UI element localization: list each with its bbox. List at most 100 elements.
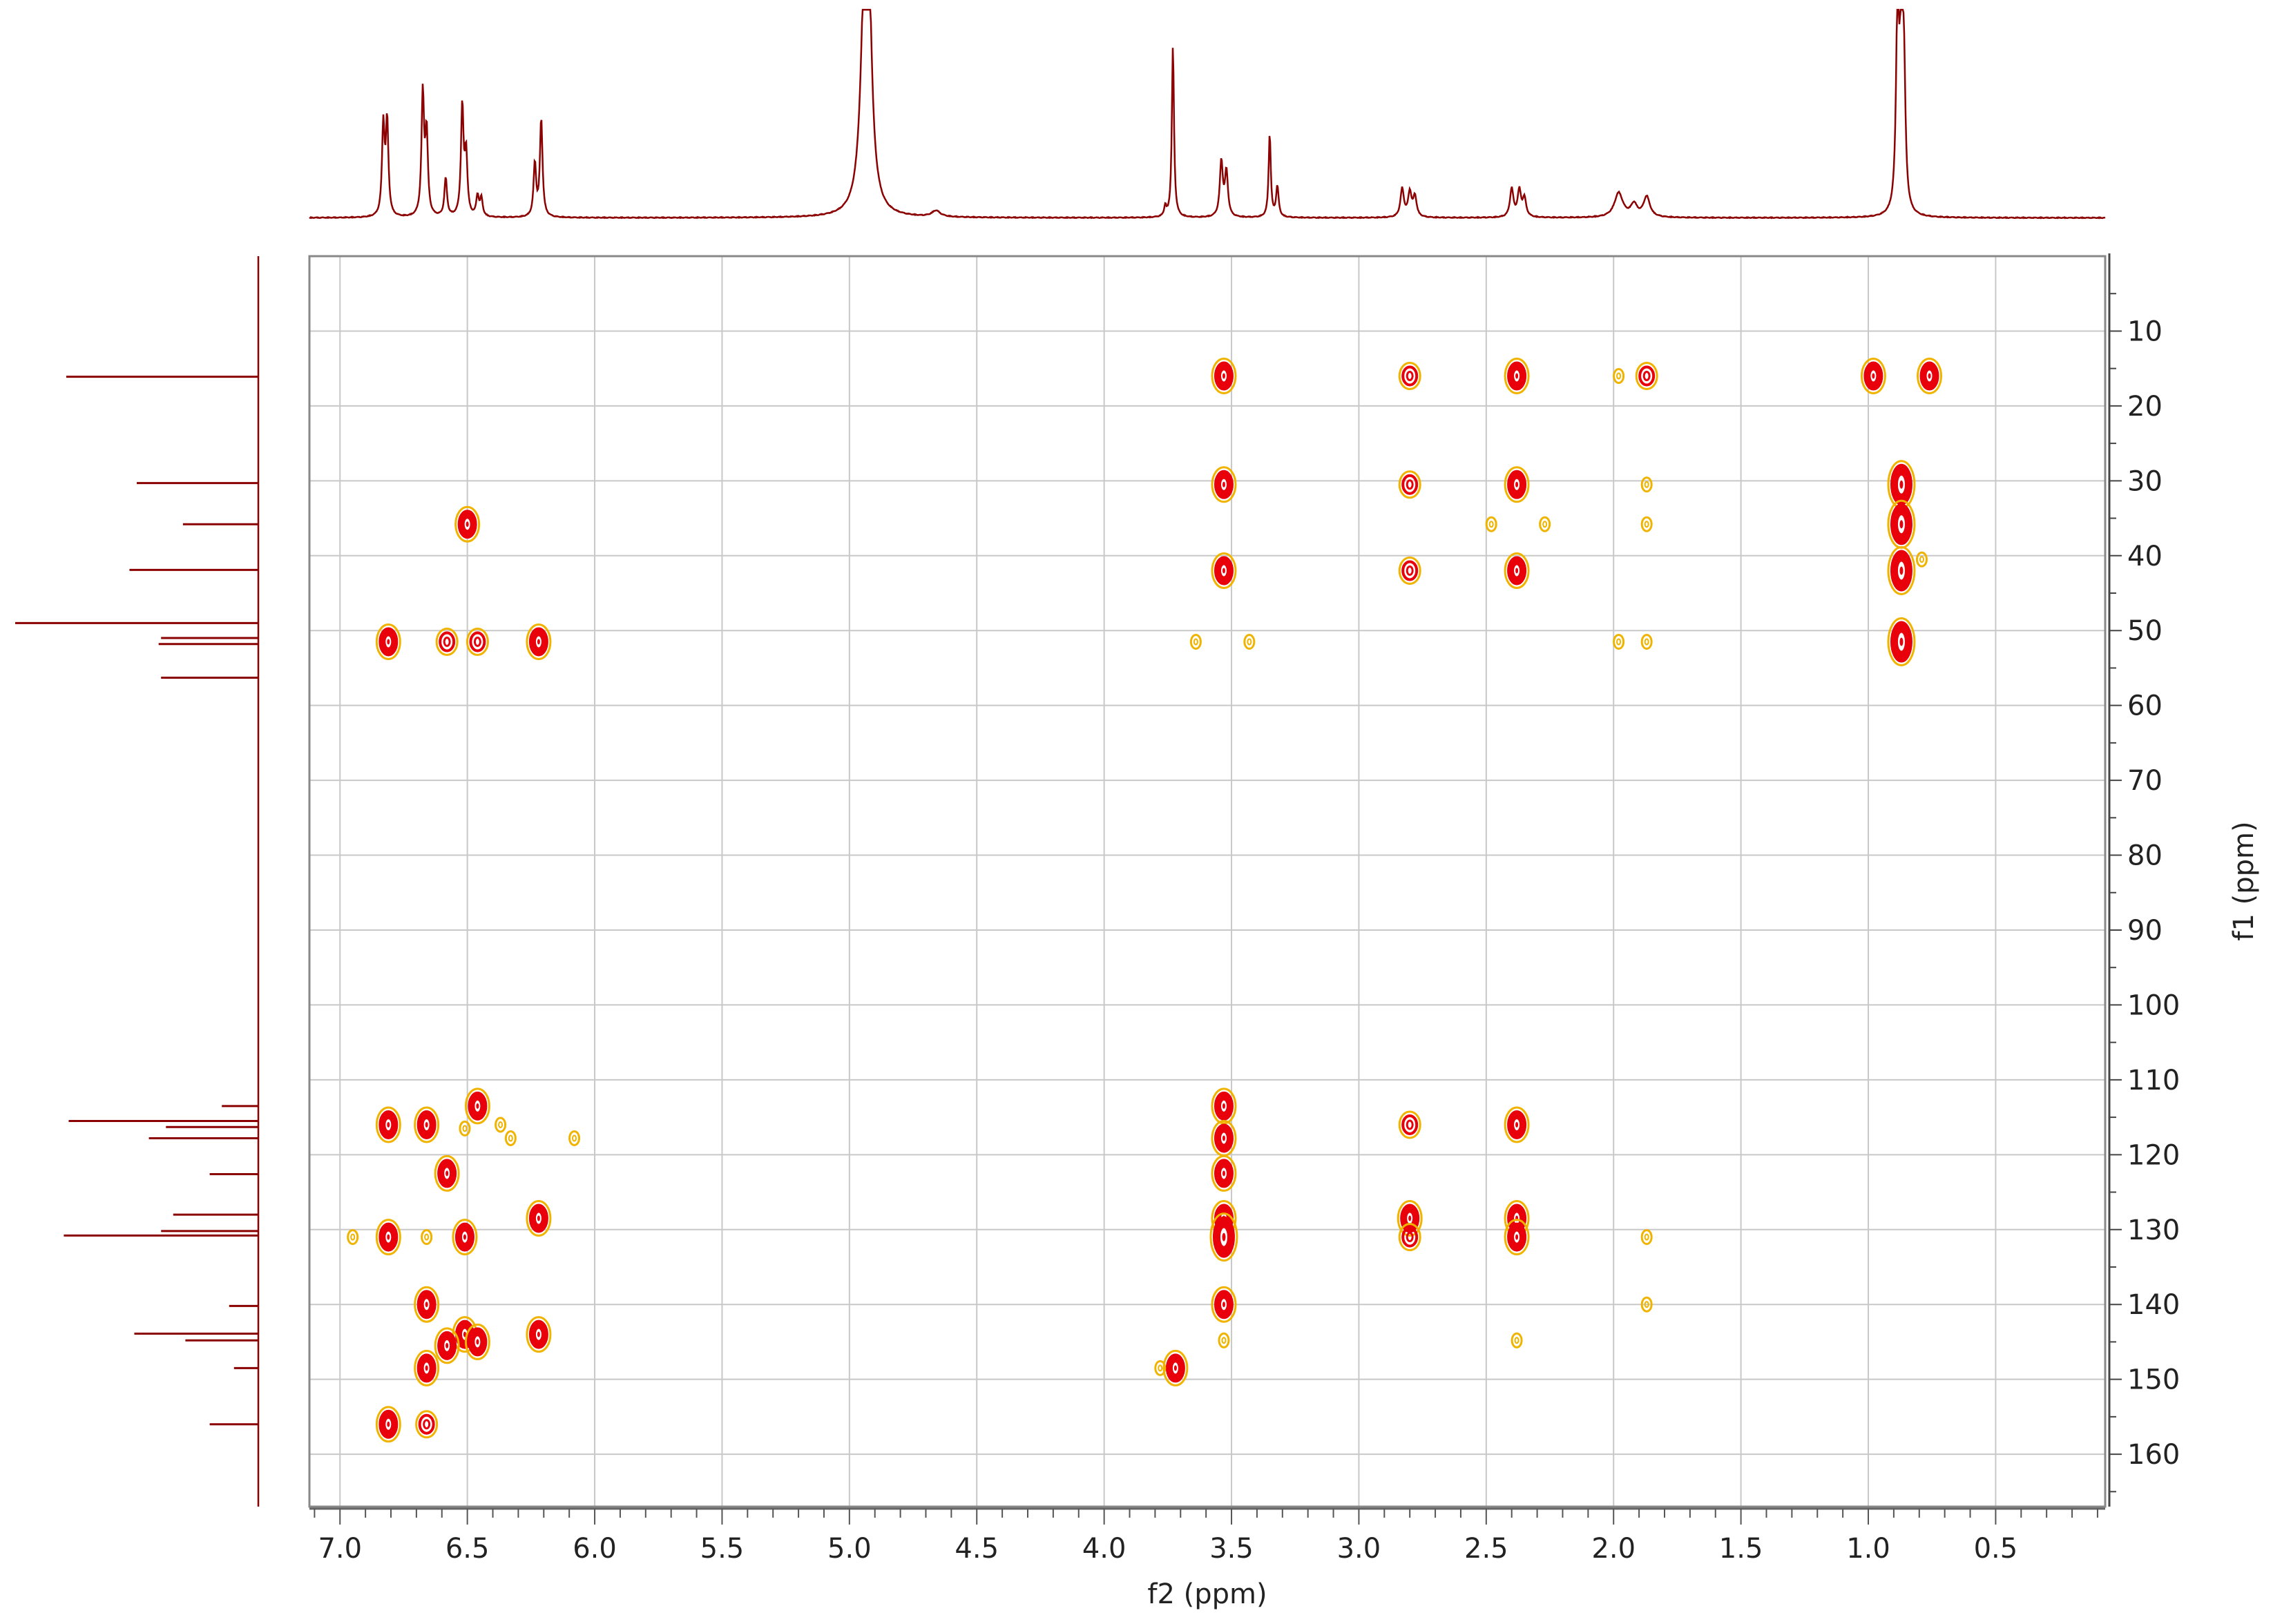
cross-peak	[1211, 466, 1237, 503]
cross-peak	[375, 1106, 401, 1143]
contour-core	[1222, 1232, 1226, 1241]
contour-ring	[1613, 368, 1625, 385]
contour-core	[387, 1421, 390, 1427]
contour-ring	[1398, 556, 1421, 585]
cross-peak	[1640, 516, 1653, 532]
y-tick-label: 10	[2127, 316, 2163, 347]
contour-ring	[415, 1410, 439, 1439]
contour-ring	[572, 1134, 577, 1142]
contour-ring	[375, 1219, 401, 1256]
cross-peak	[1211, 1286, 1237, 1323]
contour-ring	[495, 1116, 507, 1133]
contour-ring	[1401, 365, 1419, 387]
y-tick-label: 20	[2127, 391, 2163, 423]
contour-core	[1222, 1170, 1225, 1177]
contour-ring	[414, 1106, 440, 1143]
contour-ring	[508, 1134, 513, 1142]
contour-ring	[498, 1121, 504, 1128]
cross-peak	[347, 1229, 359, 1246]
contour-ring	[1919, 556, 1924, 563]
contour-core	[476, 1339, 479, 1345]
contour-ring	[1504, 552, 1530, 589]
cross-peak	[466, 627, 489, 656]
y-tick-label: 150	[2127, 1364, 2180, 1396]
contour-ring	[1644, 1233, 1649, 1241]
contour-ring	[526, 1199, 552, 1237]
cross-peak	[1504, 1219, 1530, 1256]
contour-ring	[1406, 565, 1414, 576]
contour-ring	[1511, 1332, 1523, 1348]
cross-peak	[1398, 470, 1421, 499]
contour-ring	[452, 1219, 478, 1256]
cross-peak	[1218, 1332, 1230, 1348]
y-tick-label: 40	[2127, 541, 2163, 572]
y-tick-label: 120	[2127, 1139, 2180, 1171]
contour-ring	[434, 1327, 460, 1364]
contour-core	[1222, 1302, 1225, 1308]
contour-ring	[1211, 1088, 1237, 1125]
contour-core	[425, 1121, 428, 1128]
contour-ring	[1193, 638, 1198, 646]
cross-peak	[1640, 1229, 1653, 1246]
contour-ring	[1211, 1286, 1237, 1323]
cross-peak	[526, 623, 552, 660]
contour-ring	[421, 1229, 433, 1246]
contour-ring	[1189, 633, 1202, 650]
contour-ring	[1640, 516, 1653, 532]
x-tick-label: 3.0	[1337, 1533, 1381, 1565]
contour-core	[1515, 481, 1519, 487]
cross-peak	[1613, 368, 1625, 385]
y-tick-label: 30	[2127, 465, 2163, 497]
contour-ring	[1209, 1212, 1238, 1262]
contour-ring	[1860, 358, 1886, 395]
cross-peak	[1243, 633, 1256, 650]
y-tick-label: 90	[2127, 915, 2163, 947]
cross-peak	[1504, 358, 1530, 395]
contour-ring	[1247, 638, 1252, 646]
contour-ring	[1406, 479, 1414, 490]
y-tick-label: 110	[2127, 1065, 2180, 1096]
contour-ring	[1616, 638, 1622, 646]
y-tick-label: 130	[2127, 1215, 2180, 1246]
contour-ring	[1504, 358, 1530, 395]
cross-peak	[375, 623, 401, 660]
contour-ring	[454, 505, 481, 543]
cross-peak	[1917, 358, 1943, 395]
cross-peak	[1398, 1110, 1421, 1139]
x-tick-label: 6.5	[445, 1533, 490, 1565]
x-tick-label: 6.0	[573, 1533, 617, 1565]
contour-ring	[423, 1419, 431, 1430]
contour-ring	[1398, 470, 1421, 499]
contour-ring	[1638, 365, 1656, 387]
contour-ring	[1485, 516, 1497, 532]
x-tick-label: 0.5	[1974, 1533, 2018, 1565]
contour-core	[1899, 520, 1904, 529]
cross-peak	[1209, 1212, 1238, 1262]
y-axis: 10 20 30 40 50 60 70 80 90 100 110 120 130 140 150 160	[2108, 253, 2180, 1507]
contour-core	[1408, 1215, 1412, 1221]
contour-ring	[1397, 1199, 1423, 1237]
cross-peak	[375, 1219, 401, 1256]
cross-peak	[1613, 633, 1625, 650]
x-tick-label: 5.5	[700, 1533, 745, 1565]
contour-ring	[1401, 1226, 1419, 1248]
contour-ring	[1406, 1119, 1414, 1130]
cross-peak	[421, 1229, 433, 1246]
contour-ring	[464, 1088, 490, 1125]
cross-peak	[435, 627, 459, 656]
contour-ring	[1613, 633, 1625, 650]
contour-ring	[526, 623, 552, 660]
contour-ring	[1243, 633, 1256, 650]
cross-peak	[1640, 633, 1653, 650]
contour-core	[387, 1121, 390, 1128]
contour-ring	[375, 1106, 401, 1143]
contour-ring	[1542, 521, 1548, 528]
cross-peak	[1887, 617, 1916, 666]
cross-peak	[1539, 516, 1551, 532]
contour-core	[1928, 373, 1931, 379]
contour-ring	[1154, 1360, 1167, 1376]
contour-ring	[1917, 358, 1943, 395]
cross-peak	[415, 1410, 439, 1439]
contour-ring	[1504, 1219, 1530, 1256]
cross-peak	[1635, 362, 1658, 391]
